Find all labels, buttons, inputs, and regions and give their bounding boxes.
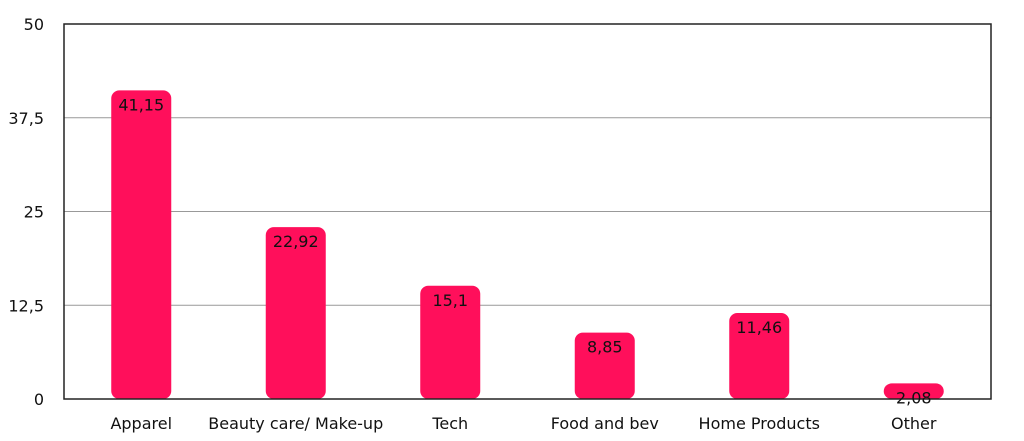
category-label: Apparel: [110, 414, 172, 433]
y-tick-label: 37,5: [8, 109, 44, 128]
data-label: 11,46: [736, 318, 782, 337]
category-label: Other: [891, 414, 937, 433]
y-tick-label: 12,5: [8, 296, 44, 315]
bar: [420, 285, 481, 399]
x-axis-category-labels: Apparel Beauty care/ Make-up Tech Food and …: [110, 414, 936, 433]
bar: [729, 313, 790, 399]
bar: [883, 383, 944, 399]
bar: [265, 227, 326, 399]
data-label: 41,15: [118, 95, 164, 114]
bars: [111, 90, 944, 399]
plot-frame: [63, 23, 992, 400]
data-label: 2,08: [896, 388, 932, 407]
y-tick-label: 50: [24, 15, 44, 34]
y-axis-tick-labels: 0 12,5 25 37,5 50: [8, 15, 44, 409]
category-label: Food and bev: [551, 414, 659, 433]
y-tick-label: 25: [24, 203, 44, 222]
y-tick-label: 0: [34, 390, 44, 409]
category-label: Tech: [431, 414, 468, 433]
data-label: 15,1: [432, 291, 468, 310]
bar: [574, 332, 635, 399]
category-label: Beauty care/ Make-up: [208, 414, 383, 433]
gridlines: [64, 117, 991, 306]
data-label: 22,92: [273, 232, 319, 251]
data-label: 8,85: [587, 338, 623, 357]
bar: [111, 90, 172, 399]
data-labels: 41,15 22,92 15,1 8,85 11,46 2,08: [118, 95, 931, 407]
category-label: Home Products: [699, 414, 820, 433]
